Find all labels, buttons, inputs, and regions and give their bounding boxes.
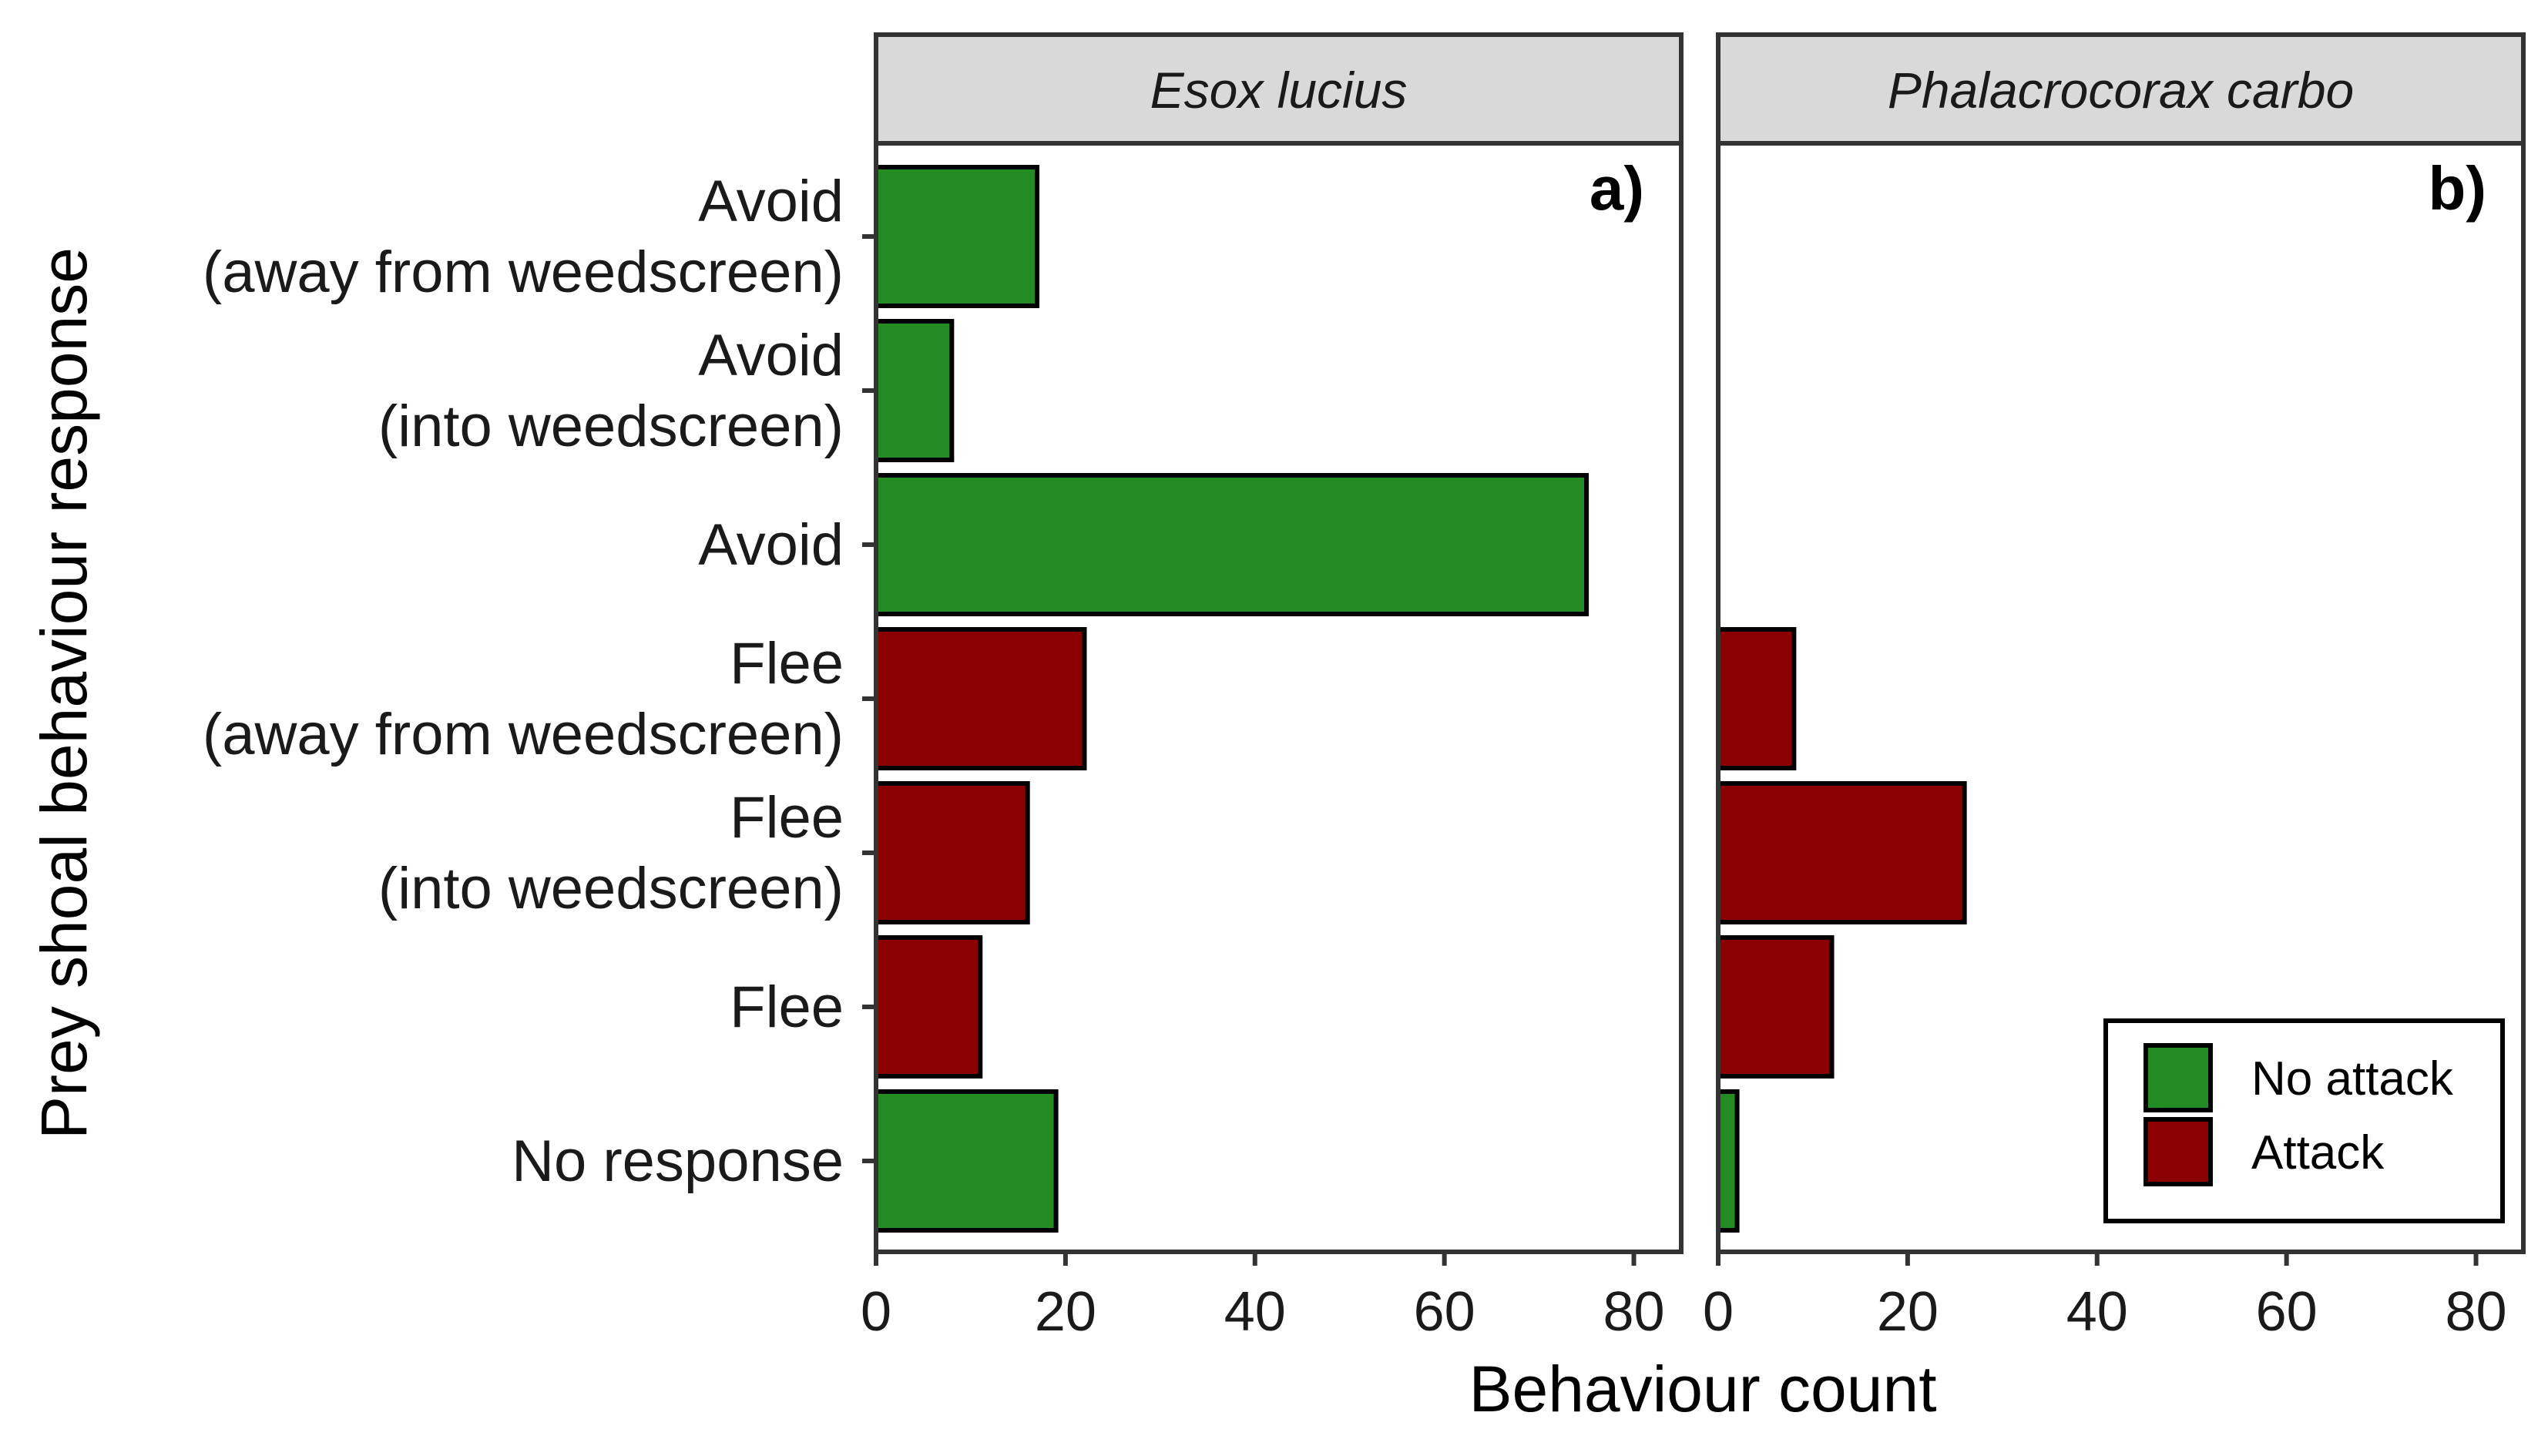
bar — [1716, 1089, 1740, 1233]
facet-strip — [1716, 32, 2526, 146]
bar — [874, 1089, 1059, 1233]
bar — [874, 165, 1039, 308]
y-tick-label: (into weedscreen) — [378, 856, 844, 921]
y-tick-label: No response — [512, 1129, 844, 1194]
y-tick-label: Flee — [730, 975, 844, 1040]
x-tick-label: 60 — [2256, 1281, 2318, 1343]
y-tick-label: Flee — [730, 785, 844, 850]
legend-label: Attack — [2251, 1126, 2385, 1179]
panel-tag: a) — [1590, 154, 1644, 223]
y-axis: Avoid(away from weedscreen)Avoid(into we… — [203, 169, 876, 1194]
bar — [874, 781, 1030, 924]
x-tick-label: 20 — [1877, 1281, 1939, 1343]
x-tick-label: 80 — [1603, 1281, 1664, 1343]
legend-label: No attack — [2251, 1052, 2454, 1105]
x-tick-label: 40 — [2066, 1281, 2128, 1343]
bar — [1716, 781, 1967, 924]
facet-strip — [874, 32, 1684, 146]
bar — [874, 473, 1590, 616]
y-tick-label: Avoid — [698, 323, 844, 388]
y-tick-label: (into weedscreen) — [378, 394, 844, 459]
y-tick-label: (away from weedscreen) — [203, 702, 844, 767]
x-tick-label: 60 — [1414, 1281, 1475, 1343]
panel-border — [1716, 141, 2526, 1254]
panel-1: Esox lucius a) 0 20 40 60 80 — [861, 32, 1684, 1343]
y-tick-label: Avoid — [698, 512, 844, 578]
bar — [874, 935, 983, 1079]
facet-label: Esox lucius — [1150, 62, 1408, 119]
bar — [1716, 935, 1835, 1079]
y-tick-label: (away from weedscreen) — [203, 240, 844, 305]
bar — [1716, 627, 1797, 770]
legend-swatch — [2143, 1117, 2213, 1186]
x-tick-label: 20 — [1035, 1281, 1096, 1343]
bar — [874, 319, 955, 462]
x-tick-label: 40 — [1224, 1281, 1286, 1343]
bar — [874, 627, 1087, 770]
x-tick-label: 80 — [2445, 1281, 2506, 1343]
legend: No attack Attack — [2103, 1018, 2505, 1223]
y-axis-title: Prey shoal behaviour response — [28, 247, 100, 1139]
x-tick-label: 0 — [861, 1281, 891, 1343]
x-tick-label: 0 — [1703, 1281, 1734, 1343]
legend-swatch — [2143, 1043, 2213, 1112]
panel-2: Phalacrocorax carbo b) 0 20 40 60 80 — [1703, 32, 2526, 1343]
x-axis-title: Behaviour count — [1469, 1353, 1936, 1425]
y-tick-label: Flee — [730, 631, 844, 696]
panel-tag: b) — [2428, 154, 2486, 223]
facet-label: Phalacrocorax carbo — [1888, 62, 2354, 119]
y-tick-label: Avoid — [698, 169, 844, 234]
